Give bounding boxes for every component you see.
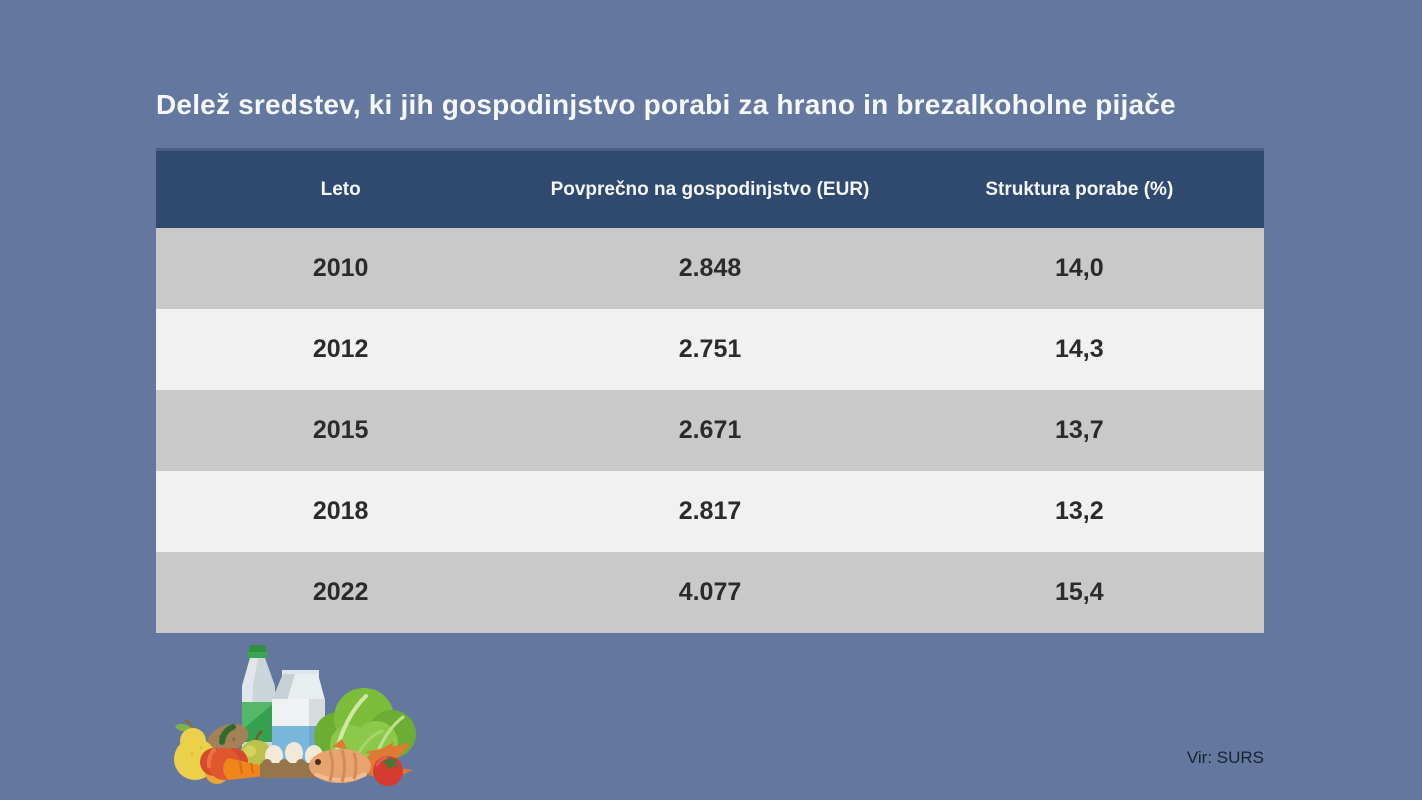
page-title: Delež sredstev, ki jih gospodinjstvo por… [156, 88, 1176, 120]
table-cell: 14,3 [1054, 335, 1104, 363]
table-cell: 2.671 [678, 416, 742, 444]
table-cell: 13,2 [1054, 497, 1104, 525]
table-row: 2015 2.671 13,7 [156, 390, 1264, 471]
source-credit: Vir: SURS [1186, 748, 1264, 767]
table-cell: 14,0 [1054, 254, 1104, 282]
column-header-struktura: Struktura porabe (%) [985, 178, 1174, 200]
table-cell: 15,4 [1054, 578, 1104, 606]
table-row: 2012 2.751 14,3 [156, 309, 1264, 390]
column-header-leto: Leto [320, 178, 361, 200]
table-cell: 13,7 [1054, 416, 1104, 444]
table-body: 2010 2.848 14,0 2012 2.751 14,3 2015 2.671 13,7 2… [156, 228, 1264, 633]
table-cell: 2018 [312, 497, 369, 525]
egg-carton-icon [260, 742, 323, 778]
tomato-icon [373, 755, 403, 786]
table-cell: 2010 [312, 254, 369, 282]
data-table: Leto Povprečno na gospodinjstvo (EUR) St… [156, 148, 1264, 633]
column-header-povprecno: Povprečno na gospodinjstvo (EUR) [550, 178, 870, 200]
table-header-row: Leto Povprečno na gospodinjstvo (EUR) St… [156, 148, 1264, 228]
table-cell: 2012 [312, 335, 369, 363]
table-row: 2010 2.848 14,0 [156, 228, 1264, 309]
table-cell: 2.848 [678, 254, 742, 282]
table-row: 2022 4.077 15,4 [156, 552, 1264, 633]
groceries-illustration [174, 645, 416, 786]
table-cell: 2.751 [678, 335, 742, 363]
table-cell: 2015 [312, 416, 369, 444]
table-cell: 4.077 [678, 578, 742, 606]
table-row: 2018 2.817 13,2 [156, 471, 1264, 552]
table-cell: 2.817 [678, 497, 742, 525]
table-cell: 2022 [312, 578, 369, 606]
